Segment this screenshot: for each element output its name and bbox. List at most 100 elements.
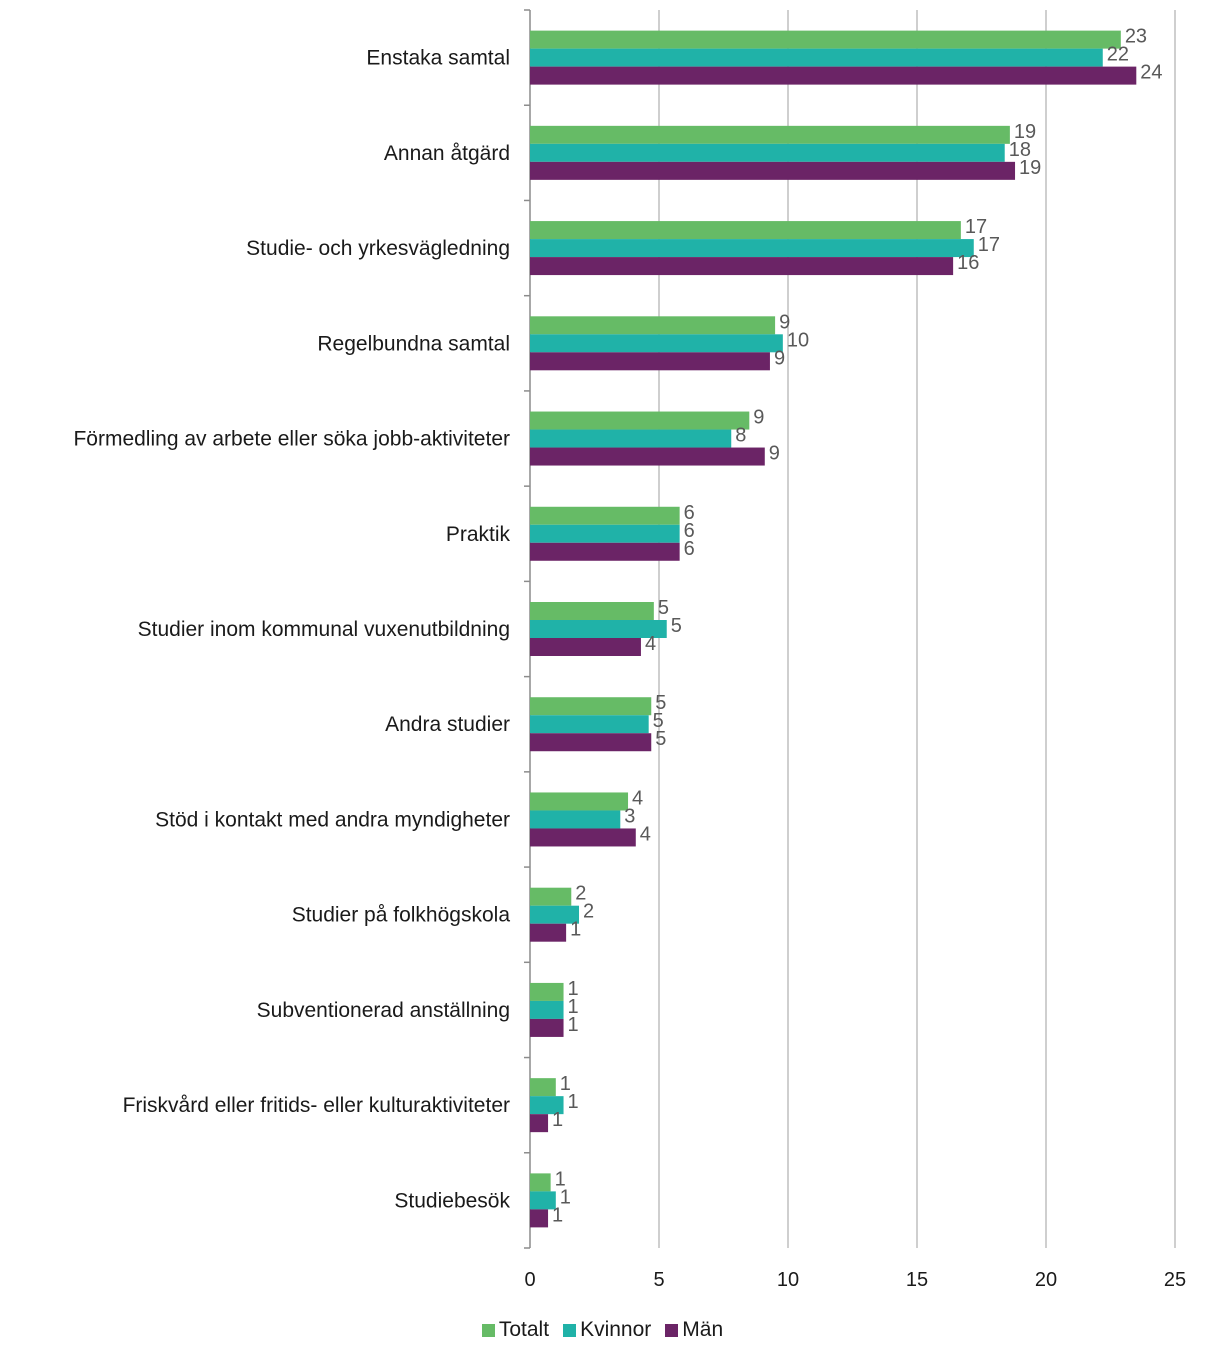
data-label: 1 bbox=[560, 1073, 571, 1095]
data-label: 9 bbox=[769, 443, 780, 465]
data-label: 4 bbox=[632, 787, 643, 809]
bar-män bbox=[530, 447, 765, 466]
category-label: Förmedling av arbete eller söka jobb-akt… bbox=[73, 428, 510, 451]
data-label: 6 bbox=[684, 502, 695, 524]
bar-kvinnor bbox=[530, 1000, 564, 1019]
category-label: Studiebesök bbox=[394, 1189, 510, 1212]
data-label: 4 bbox=[640, 823, 651, 845]
legend-item-man: Män bbox=[665, 1318, 723, 1342]
bar-män bbox=[530, 1018, 564, 1037]
bar-kvinnor bbox=[530, 48, 1103, 67]
data-label: 1 bbox=[555, 1168, 566, 1190]
data-label: 17 bbox=[965, 216, 987, 238]
category-label: Andra studier bbox=[385, 713, 510, 736]
bar-män bbox=[530, 66, 1137, 85]
bar-kvinnor bbox=[530, 334, 783, 353]
bar-totalt bbox=[530, 982, 564, 1001]
bar-kvinnor bbox=[530, 1191, 556, 1210]
category-label: Studie- och yrkesvägledning bbox=[246, 237, 510, 260]
data-label: 4 bbox=[645, 633, 656, 655]
data-label: 9 bbox=[753, 407, 764, 429]
category-label: Studier inom kommunal vuxenutbildning bbox=[138, 618, 510, 641]
data-label: 1 bbox=[568, 1014, 579, 1036]
bar-totalt bbox=[530, 316, 776, 335]
data-label: 8 bbox=[735, 425, 746, 447]
data-label: 1 bbox=[568, 978, 579, 1000]
x-tick-label: 20 bbox=[1035, 1269, 1057, 1291]
legend-swatch-man bbox=[665, 1323, 679, 1337]
bar-totalt bbox=[530, 1078, 556, 1097]
data-label: 9 bbox=[779, 311, 790, 333]
data-label: 6 bbox=[684, 520, 695, 542]
data-label: 10 bbox=[787, 329, 809, 351]
bar-män bbox=[530, 1209, 549, 1228]
legend-label-man: Män bbox=[682, 1318, 724, 1341]
bar-män bbox=[530, 638, 641, 656]
bar-totalt bbox=[530, 411, 750, 430]
category-label: Stöd i kontakt med andra myndigheter bbox=[155, 808, 510, 831]
legend-swatch-totalt bbox=[481, 1323, 495, 1337]
bar-totalt bbox=[530, 30, 1121, 49]
data-label: 19 bbox=[1014, 121, 1036, 143]
bar-kvinnor bbox=[530, 429, 732, 448]
data-label: 23 bbox=[1125, 26, 1147, 48]
bar-kvinnor bbox=[530, 620, 667, 638]
data-label: 1 bbox=[568, 1091, 579, 1113]
bar-kvinnor bbox=[530, 810, 621, 829]
data-label: 5 bbox=[658, 597, 669, 619]
category-label: Praktik bbox=[446, 523, 511, 546]
category-label: Friskvård eller fritids- eller kulturakt… bbox=[123, 1094, 510, 1117]
bar-totalt bbox=[530, 887, 572, 906]
category-label: Enstaka samtal bbox=[366, 47, 510, 70]
data-label: 9 bbox=[774, 347, 785, 369]
bar-kvinnor bbox=[530, 905, 580, 924]
data-label: 1 bbox=[552, 1109, 563, 1131]
bar-totalt bbox=[530, 506, 680, 525]
data-label: 22 bbox=[1107, 44, 1129, 66]
category-label: Annan åtgärd bbox=[384, 142, 510, 165]
data-label: 5 bbox=[671, 615, 682, 637]
x-tick-label: 0 bbox=[524, 1269, 535, 1291]
data-label: 5 bbox=[655, 728, 666, 750]
data-label: 1 bbox=[568, 996, 579, 1018]
bar-män bbox=[530, 542, 680, 561]
data-label: 2 bbox=[575, 883, 586, 905]
legend: Totalt Kvinnor Män bbox=[0, 1318, 1205, 1342]
bar-män bbox=[530, 257, 954, 276]
bar-män bbox=[530, 1114, 549, 1133]
bar-kvinnor bbox=[530, 1096, 564, 1115]
legend-label-totalt: Totalt bbox=[498, 1318, 550, 1341]
data-label: 3 bbox=[624, 805, 635, 827]
x-tick-label: 10 bbox=[777, 1269, 799, 1291]
bar-totalt bbox=[530, 221, 961, 240]
data-label: 5 bbox=[655, 692, 666, 714]
data-label: 6 bbox=[684, 538, 695, 560]
bar-totalt bbox=[530, 792, 629, 811]
bar-män bbox=[530, 828, 636, 847]
data-label: 19 bbox=[1019, 157, 1041, 179]
data-label: 18 bbox=[1009, 139, 1031, 161]
bar-totalt bbox=[530, 697, 652, 716]
bar-totalt bbox=[530, 602, 654, 620]
data-label: 16 bbox=[957, 252, 979, 274]
bar-totalt bbox=[530, 125, 1010, 144]
category-label: Subventionerad anställning bbox=[257, 999, 510, 1022]
bar-kvinnor bbox=[530, 524, 680, 543]
bar-män bbox=[530, 161, 1016, 180]
category-label: Regelbundna samtal bbox=[317, 332, 510, 355]
bar-män bbox=[530, 733, 652, 752]
legend-item-totalt: Totalt bbox=[481, 1318, 550, 1342]
x-tick-label: 5 bbox=[653, 1269, 664, 1291]
data-label: 17 bbox=[978, 234, 1000, 256]
legend-item-kvinnor: Kvinnor bbox=[563, 1318, 651, 1342]
bar-kvinnor bbox=[530, 239, 974, 258]
bar-män bbox=[530, 352, 770, 371]
bar-kvinnor bbox=[530, 715, 649, 734]
data-label: 2 bbox=[583, 901, 594, 923]
data-label: 1 bbox=[552, 1204, 563, 1226]
data-label: 5 bbox=[653, 710, 664, 732]
data-label: 1 bbox=[560, 1186, 571, 1208]
bar-kvinnor bbox=[530, 143, 1005, 162]
x-tick-label: 25 bbox=[1164, 1269, 1186, 1291]
